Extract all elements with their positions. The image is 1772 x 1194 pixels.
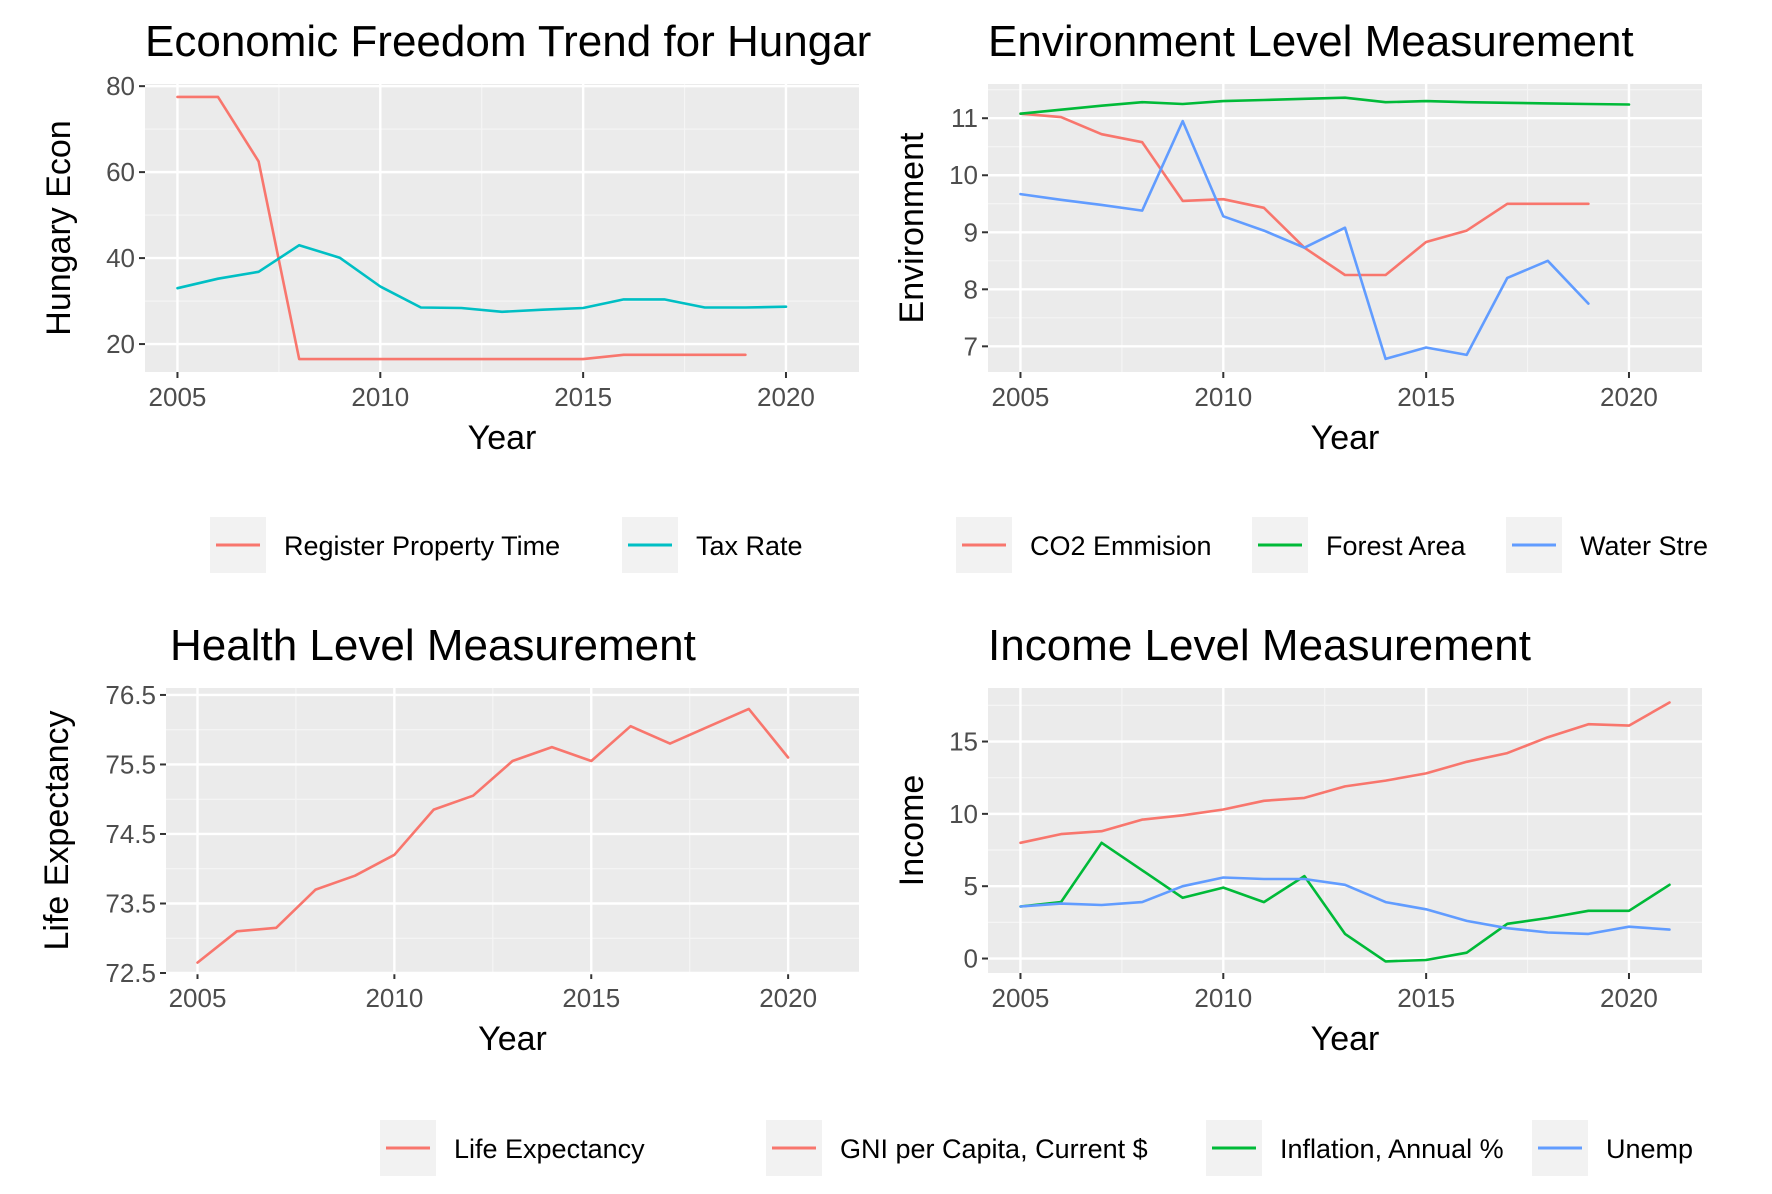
- x-tick-label: 2020: [1600, 983, 1658, 1013]
- x-axis-label: Year: [478, 1020, 547, 1058]
- legend-label: Water Stre: [1580, 531, 1708, 561]
- y-tick-label: 76.5: [105, 680, 156, 710]
- legend-label: Life Expectancy: [454, 1134, 645, 1164]
- x-tick-label: 2015: [554, 382, 612, 412]
- x-tick-label: 2020: [759, 983, 817, 1013]
- panel-4: 2005 2010 2015 2020 0 5 10 15 Income Level Measu…: [766, 621, 1702, 1176]
- plot-background: [145, 84, 859, 372]
- y-tick-label: 9: [964, 217, 978, 247]
- legend-item: Tax Rate: [622, 517, 803, 573]
- legend: Register Property Time Tax Rate: [210, 517, 803, 573]
- legend: CO2 Emmision Forest Area Water Stre: [956, 517, 1708, 573]
- chart-title: Environment Level Measurement: [988, 17, 1634, 66]
- panel-2: 2005 2010 2015 2020 7 8 9 10 11 Environment Level…: [893, 17, 1708, 573]
- legend-item: GNI per Capita, Current $: [766, 1120, 1148, 1176]
- legend-item: Inflation, Annual %: [1206, 1120, 1504, 1176]
- legend-item: Life Expectancy: [380, 1120, 645, 1176]
- y-tick-label: 10: [949, 160, 978, 190]
- y-tick-label: 60: [106, 157, 135, 187]
- x-tick-label: 2005: [149, 382, 207, 412]
- chart-title: Economic Freedom Trend for Hungar: [145, 17, 871, 66]
- y-tick-label: 0: [964, 944, 978, 974]
- legend-item: Unemp: [1532, 1120, 1693, 1176]
- y-tick-label: 73.5: [105, 888, 156, 918]
- legend: Life Expectancy: [380, 1120, 645, 1176]
- x-tick-label: 2015: [562, 983, 620, 1013]
- chart-title: Income Level Measurement: [988, 621, 1531, 670]
- x-tick-label: 2010: [351, 382, 409, 412]
- x-axis-label: Year: [1311, 1020, 1380, 1058]
- x-tick-label: 2010: [1194, 983, 1252, 1013]
- y-tick-label: 10: [949, 799, 978, 829]
- legend-item: Water Stre: [1506, 517, 1708, 573]
- x-axis-label: Year: [468, 419, 537, 457]
- y-tick-label: 75.5: [105, 749, 156, 779]
- y-tick-label: 15: [949, 727, 978, 757]
- legend-item: Forest Area: [1252, 517, 1467, 573]
- legend-label: Register Property Time: [284, 531, 560, 561]
- legend-label: Tax Rate: [696, 531, 803, 561]
- y-tick-label: 40: [106, 243, 135, 273]
- series-line-1: [1019, 701, 1671, 845]
- y-tick-label: 8: [964, 274, 978, 304]
- panel-3: 2005 2010 2015 2020 72.5 73.5 74.5 75.5 76.5 Heal…: [38, 621, 859, 1176]
- x-tick-label: 2010: [1194, 382, 1252, 412]
- x-tick-label: 2005: [992, 382, 1050, 412]
- x-tick-label: 2020: [757, 382, 815, 412]
- y-tick-label: 11: [951, 103, 978, 133]
- x-tick-label: 2005: [992, 983, 1050, 1013]
- legend-label: Forest Area: [1326, 531, 1467, 561]
- legend-item: Register Property Time: [210, 517, 560, 573]
- x-tick-label: 2015: [1397, 983, 1455, 1013]
- plot-background: [166, 688, 859, 973]
- y-tick-label: 5: [964, 871, 978, 901]
- series-line-2: [1019, 96, 1631, 115]
- series-line-1: [176, 95, 747, 361]
- legend-item: CO2 Emmision: [956, 517, 1212, 573]
- legend-label: Unemp: [1606, 1134, 1693, 1164]
- y-axis-label: Income: [893, 775, 931, 887]
- y-axis-label: Life Expectancy: [38, 710, 76, 950]
- series-line-2: [1019, 841, 1671, 963]
- y-tick-label: 20: [106, 329, 135, 359]
- chart-title: Health Level Measurement: [170, 621, 696, 670]
- y-axis-label: Hungary Econ: [40, 120, 78, 335]
- y-tick-label: 74.5: [105, 819, 156, 849]
- x-axis-label: Year: [1311, 419, 1380, 457]
- legend-label: CO2 Emmision: [1030, 531, 1212, 561]
- y-axis-label: Environment: [893, 132, 931, 323]
- legend: GNI per Capita, Current $ Inflation, Annu…: [766, 1120, 1693, 1176]
- x-tick-label: 2020: [1600, 382, 1658, 412]
- y-tick-label: 7: [964, 331, 978, 361]
- legend-label: GNI per Capita, Current $: [840, 1134, 1148, 1164]
- legend-label: Inflation, Annual %: [1280, 1134, 1504, 1164]
- series-line-3: [1019, 119, 1590, 361]
- x-tick-label: 2015: [1397, 382, 1455, 412]
- x-tick-label: 2010: [365, 983, 423, 1013]
- series-line-2: [176, 243, 788, 314]
- y-tick-label: 80: [106, 71, 135, 101]
- y-tick-label: 72.5: [105, 958, 156, 988]
- x-tick-label: 2005: [169, 983, 227, 1013]
- series-line-3: [1019, 876, 1671, 936]
- series-line-1: [196, 707, 790, 964]
